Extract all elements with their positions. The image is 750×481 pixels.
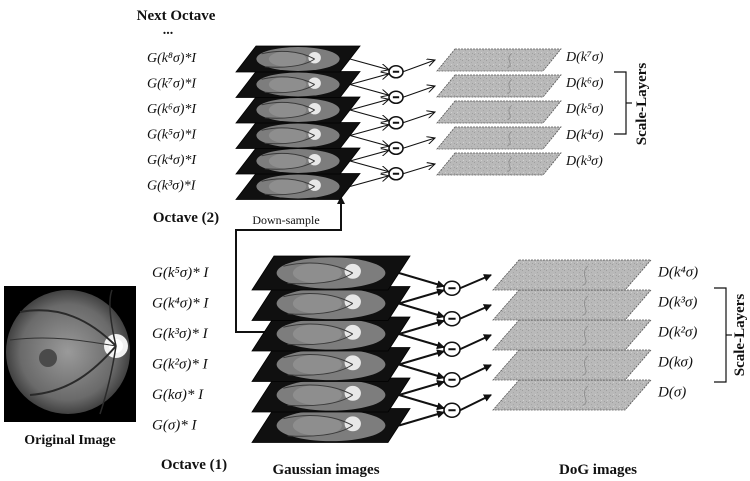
octave1-dog-label: D(σ)	[657, 385, 686, 401]
original-image-label: Original Image	[24, 433, 115, 448]
octave1-gaussian-layer	[251, 316, 411, 352]
octave1-dog-label: D(k²σ)	[657, 325, 697, 341]
octave1-gaussian-label: G(k³σ)* I	[152, 326, 209, 342]
octave1-label: Octave (1)	[161, 457, 227, 473]
octave2-gaussian-layer	[235, 147, 361, 175]
octave1-difference-operator	[443, 402, 461, 419]
octave2-dog-label: D(k⁴σ)	[565, 128, 604, 143]
octave1-gaussian-label: G(k²σ)* I	[152, 357, 209, 373]
octave2-gaussian-label: G(k⁴σ)*I	[147, 153, 197, 168]
octave2-dog-layer	[436, 100, 562, 124]
gaussian-images-label: Gaussian images	[272, 462, 379, 478]
octave2-dog-label: D(k⁷σ)	[565, 50, 604, 65]
octave1-difference-operator	[443, 371, 461, 388]
octave1-gaussian-layer	[251, 377, 411, 413]
octave2-gaussian-layer	[235, 122, 361, 149]
octave1-dog-layer	[492, 349, 652, 381]
dog-images-label: DoG images	[559, 462, 637, 478]
original-image	[4, 286, 136, 422]
octave2-gaussian-label: G(k⁷σ)*I	[147, 77, 197, 92]
octave2-gaussian-layer	[235, 173, 361, 200]
octave1-gaussian-layer	[251, 347, 411, 382]
octave2-gaussian-label: G(k³σ)*I	[147, 179, 197, 194]
octave1-difference-operator	[443, 280, 461, 297]
octave2-gaussian-layer	[235, 96, 361, 124]
octave1-dog-layer	[492, 319, 652, 351]
octave2-difference-operator	[388, 141, 404, 156]
octave2-gaussian-layer	[235, 45, 361, 73]
octave2-dog-layer	[436, 152, 562, 176]
scale-layers-bracket-octave1	[714, 287, 732, 383]
octave2-difference-operator	[388, 115, 404, 130]
octave2-dog-layer	[436, 48, 562, 72]
scale-layers-bracket-octave2	[614, 71, 632, 135]
octave2-label: Octave (2)	[153, 210, 219, 226]
octave1-dog-layer	[492, 379, 652, 411]
octave1-difference-operator	[443, 310, 461, 327]
octave1-gaussian-label: G(k⁴σ)* I	[152, 296, 209, 312]
octave1-gaussian-layer	[251, 255, 411, 291]
octave2-gaussian-label: G(k⁶σ)*I	[147, 102, 197, 117]
octave1-pyramid: G(k⁵σ)* I G(k⁴σ)* I G(k³σ)* I G(k²σ)* I G(kσ…	[152, 255, 698, 443]
octave1-gaussian-label: G(k⁵σ)* I	[152, 265, 209, 281]
octave1-gaussian-layer	[251, 408, 411, 443]
octave2-difference-operator	[388, 64, 404, 79]
octave2-difference-operator	[388, 166, 404, 181]
octave1-dog-label: D(k⁴σ)	[657, 265, 698, 281]
next-octave-label: Next Octave	[137, 8, 216, 24]
octave1-dog-layer	[492, 289, 652, 321]
octave2-difference-operator	[388, 90, 404, 105]
octave1-gaussian-label: G(σ)* I	[152, 418, 197, 434]
octave2-gaussian-label: G(k⁵σ)*I	[147, 128, 197, 143]
scale-layers-label-octave2: Scale-Layers	[634, 63, 650, 146]
octave1-gaussian-label: G(kσ)* I	[152, 387, 204, 403]
down-sample-arrow	[235, 196, 345, 333]
octave2-dog-layer	[436, 74, 562, 98]
octave1-gaussian-layer	[251, 286, 411, 321]
octave2-dog-label: D(k³σ)	[565, 154, 603, 169]
octave1-difference-operator	[443, 341, 461, 358]
octave1-dog-label: D(k³σ)	[657, 295, 697, 311]
octave2-gaussian-layer	[235, 71, 361, 98]
down-sample-label: Down-sample	[252, 213, 319, 227]
octave2-dog-layer	[436, 126, 562, 150]
octave1-dog-label: D(kσ)	[657, 355, 693, 371]
octave2-dog-label: D(k⁶σ)	[565, 76, 604, 91]
octave2-gaussian-label: G(k⁸σ)*I	[147, 51, 197, 66]
octave2-pyramid: G(k⁸σ)*I G(k⁷σ)*I G(k⁶σ)*I G(k⁵σ)*I G(k⁴σ)*I…	[147, 45, 604, 200]
scale-layers-label-octave1: Scale-Layers	[732, 294, 748, 377]
ellipsis: ...	[163, 23, 174, 38]
octave1-dog-layer	[492, 259, 652, 291]
octave2-dog-label: D(k⁵σ)	[565, 102, 604, 117]
